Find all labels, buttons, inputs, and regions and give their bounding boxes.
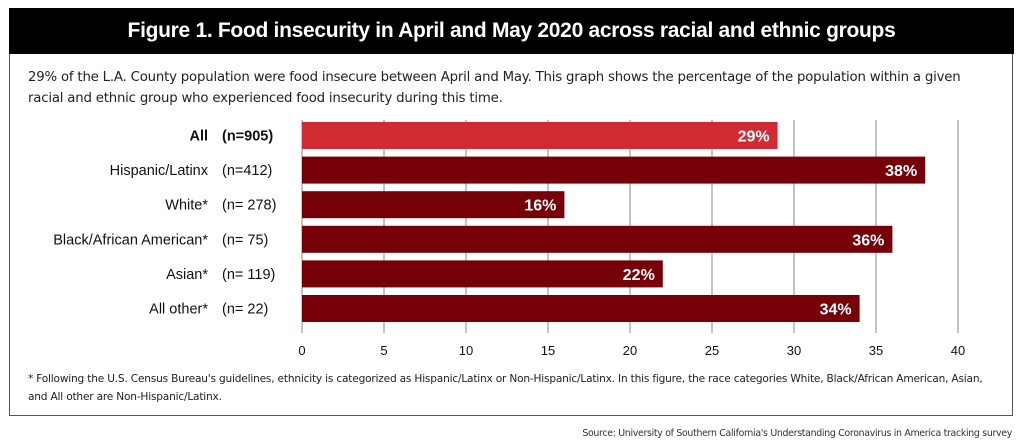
x-tick-label: 40: [951, 343, 965, 358]
source-note: Source: University of Southern Californi…: [582, 428, 1012, 439]
x-tick-label: 35: [869, 343, 883, 358]
category-label: Asian*: [166, 267, 208, 283]
x-tick-label: 5: [380, 343, 387, 358]
figure-title: Figure 1. Food insecurity in April and M…: [9, 8, 1014, 54]
x-tick-label: 0: [298, 343, 305, 358]
x-tick-label: 30: [787, 343, 801, 358]
bar-value-label: 29%: [738, 129, 770, 146]
bar-value-label: 36%: [852, 232, 884, 249]
bar-value-label: 16%: [524, 198, 556, 215]
sample-size-label: (n=905): [222, 129, 273, 145]
category-label: All other*: [149, 302, 208, 318]
sample-size-label: (n= 22): [222, 302, 268, 318]
sample-size-label: (n= 75): [222, 232, 268, 248]
sample-size-label: (n=412): [222, 163, 272, 179]
category-label: Black/African American*: [53, 232, 208, 248]
bar-value-label: 22%: [623, 267, 655, 284]
bar: [302, 122, 778, 149]
bar-value-label: 38%: [885, 163, 917, 180]
bar: [302, 191, 565, 219]
sample-size-label: (n= 119): [222, 267, 275, 283]
bar: [302, 156, 926, 184]
category-label: White*: [165, 198, 208, 214]
category-label: Hispanic/Latinx: [110, 163, 209, 179]
figure-subtitle: 29% of the L.A. County population were f…: [28, 70, 961, 106]
bar: [302, 225, 893, 253]
x-tick-label: 10: [459, 343, 473, 358]
category-label: All: [189, 129, 208, 145]
x-tick-label: 20: [623, 343, 637, 358]
bar: [302, 295, 860, 322]
sample-size-label: (n= 278): [222, 198, 276, 214]
bar: [302, 260, 663, 288]
x-tick-label: 15: [541, 343, 555, 358]
x-tick-label: 25: [705, 343, 719, 358]
bar-value-label: 34%: [820, 302, 852, 319]
footnote: * Following the U.S. Census Bureau's gui…: [28, 373, 983, 403]
